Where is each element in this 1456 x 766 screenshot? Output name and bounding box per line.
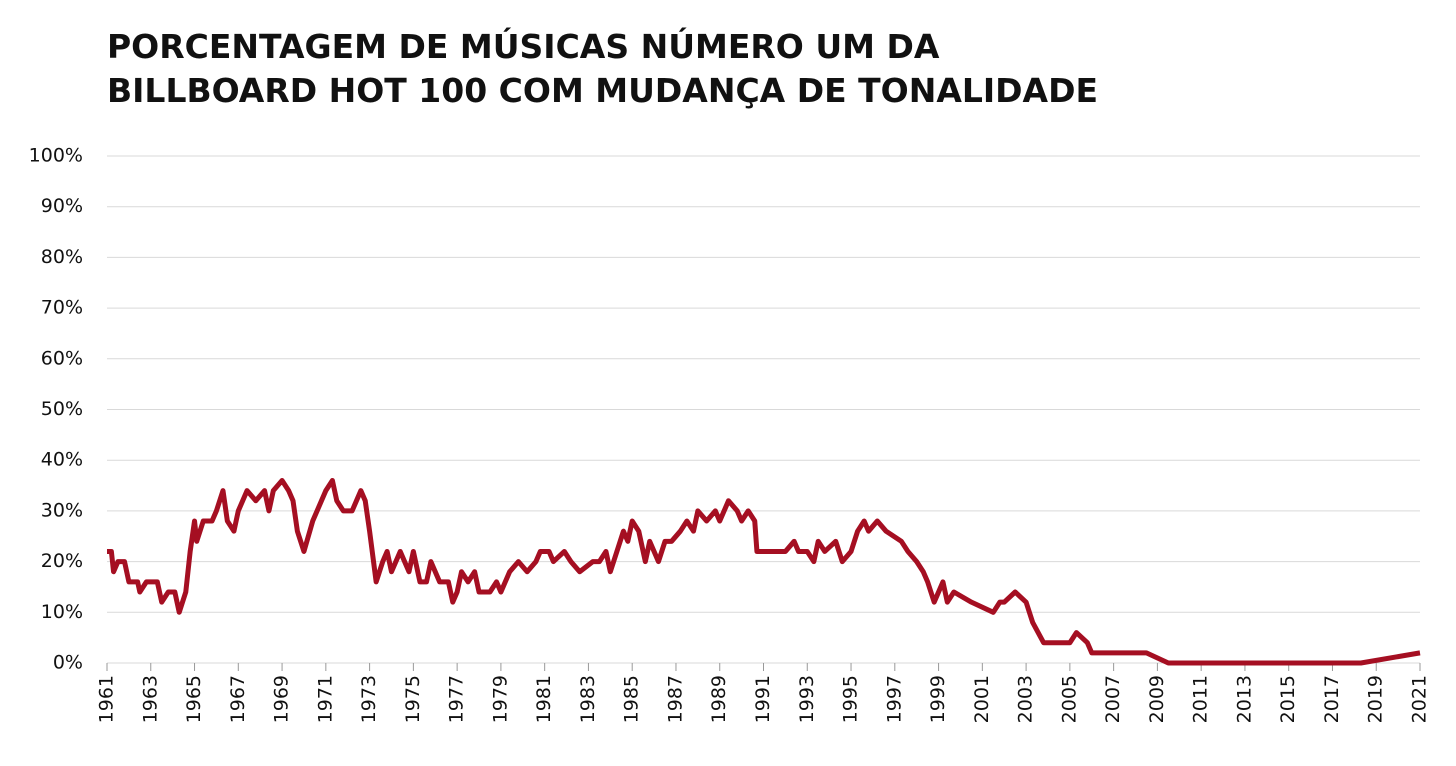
chart-title: BILLBOARD HOT 100 COM MUDANÇA DE TONALID… bbox=[107, 71, 1098, 110]
y-tick-label: 30% bbox=[41, 499, 83, 521]
data-line bbox=[107, 477, 1421, 666]
x-tick-label: 1969 bbox=[271, 675, 293, 723]
x-tick-label: 2019 bbox=[1365, 675, 1387, 723]
chart-title: PORCENTAGEM DE MÚSICAS NÚMERO UM DA bbox=[107, 26, 940, 66]
x-tick-label: 2013 bbox=[1233, 675, 1255, 723]
x-tick-label: 1995 bbox=[840, 675, 862, 723]
x-tick-label: 2005 bbox=[1058, 675, 1080, 723]
x-tick-label: 2021 bbox=[1409, 675, 1431, 723]
x-tick-label: 1977 bbox=[446, 675, 468, 723]
y-tick-label: 50% bbox=[41, 398, 83, 420]
x-tick-label: 1971 bbox=[314, 675, 336, 723]
x-tick-label: 2009 bbox=[1146, 675, 1168, 723]
x-tick-label: 2007 bbox=[1102, 675, 1124, 723]
x-tick-label: 2017 bbox=[1321, 675, 1343, 723]
x-tick-label: 2003 bbox=[1015, 675, 1037, 723]
x-tick-label: 1993 bbox=[796, 675, 818, 723]
y-tick-label: 10% bbox=[41, 601, 83, 623]
y-tick-label: 100% bbox=[29, 145, 83, 167]
x-tick-label: 1973 bbox=[358, 675, 380, 723]
x-tick-label: 1961 bbox=[96, 675, 118, 723]
x-tick-label: 1963 bbox=[139, 675, 161, 723]
x-tick-label: 1965 bbox=[183, 675, 205, 723]
y-tick-label: 70% bbox=[41, 297, 83, 319]
y-tick-label: 90% bbox=[41, 195, 83, 217]
x-tick-label: 1975 bbox=[402, 675, 424, 723]
y-tick-label: 80% bbox=[41, 246, 83, 268]
x-tick-label: 2015 bbox=[1277, 675, 1299, 723]
y-tick-label: 20% bbox=[41, 550, 83, 572]
x-tick-label: 1989 bbox=[708, 675, 730, 723]
x-tick-label: 1987 bbox=[664, 675, 686, 723]
y-tick-label: 60% bbox=[41, 347, 83, 369]
y-tick-label: 40% bbox=[41, 449, 83, 471]
x-tick-label: 1997 bbox=[883, 675, 905, 723]
x-tick-label: 2001 bbox=[971, 675, 993, 723]
x-tick-label: 1981 bbox=[533, 675, 555, 723]
x-tick-label: 2011 bbox=[1190, 675, 1212, 723]
x-tick-label: 1979 bbox=[489, 675, 511, 723]
y-tick-label: 0% bbox=[53, 652, 83, 674]
x-tick-label: 1983 bbox=[577, 675, 599, 723]
x-tick-label: 1991 bbox=[752, 675, 774, 723]
x-tick-label: 1985 bbox=[621, 675, 643, 723]
x-tick-label: 1999 bbox=[927, 675, 949, 723]
x-tick-label: 1967 bbox=[227, 675, 249, 723]
